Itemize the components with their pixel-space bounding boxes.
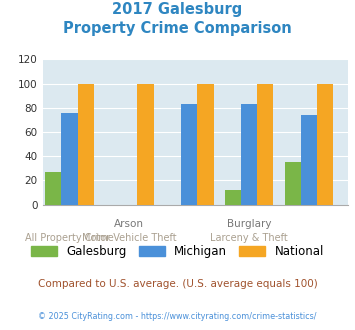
- Text: © 2025 CityRating.com - https://www.cityrating.com/crime-statistics/: © 2025 CityRating.com - https://www.city…: [38, 312, 317, 321]
- Bar: [241, 104, 257, 205]
- Bar: [301, 115, 317, 205]
- Bar: [257, 83, 273, 205]
- Text: Larceny & Theft: Larceny & Theft: [210, 233, 288, 243]
- Text: Property Crime Comparison: Property Crime Comparison: [63, 21, 292, 36]
- Bar: [181, 104, 197, 205]
- Text: Compared to U.S. average. (U.S. average equals 100): Compared to U.S. average. (U.S. average …: [38, 279, 317, 289]
- Bar: [317, 83, 333, 205]
- Text: Arson: Arson: [114, 219, 144, 229]
- Text: Burglary: Burglary: [227, 219, 271, 229]
- Legend: Galesburg, Michigan, National: Galesburg, Michigan, National: [27, 240, 328, 263]
- Bar: [137, 83, 154, 205]
- Bar: [45, 172, 61, 205]
- Bar: [225, 190, 241, 205]
- Bar: [61, 113, 78, 205]
- Bar: [78, 83, 94, 205]
- Text: Motor Vehicle Theft: Motor Vehicle Theft: [82, 233, 177, 243]
- Text: All Property Crime: All Property Crime: [25, 233, 114, 243]
- Text: 2017 Galesburg: 2017 Galesburg: [113, 2, 242, 16]
- Bar: [197, 83, 213, 205]
- Bar: [285, 162, 301, 205]
